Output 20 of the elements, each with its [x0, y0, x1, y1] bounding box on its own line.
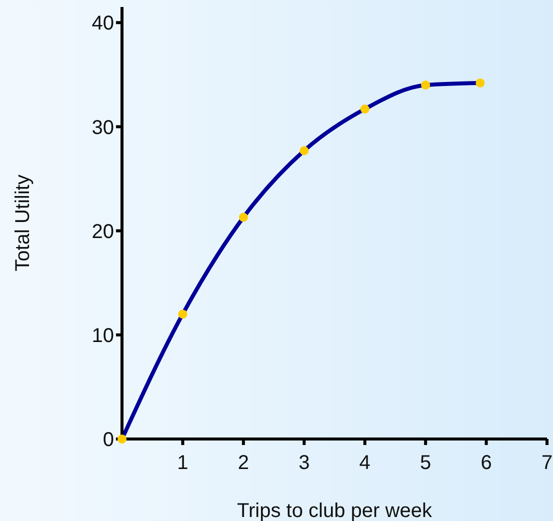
- x-tick-label: 1: [177, 452, 188, 474]
- x-tick-label: 5: [420, 452, 432, 474]
- point: [476, 78, 485, 88]
- x-tick-label: 7: [541, 452, 553, 474]
- x-tick-label: 3: [298, 452, 310, 474]
- x-tick-label: 2: [238, 452, 249, 474]
- point: [238, 212, 248, 222]
- y-tick-label: 40: [92, 12, 114, 35]
- x-axis-title: Trips to club per week: [237, 500, 433, 521]
- y-axis-title: Total Utility: [12, 174, 34, 272]
- y-tick-label: 20: [92, 220, 114, 243]
- point: [421, 80, 430, 90]
- y-tick-label: 0: [102, 429, 114, 452]
- point: [360, 104, 370, 114]
- y-tick-label: 30: [92, 116, 114, 139]
- y-tick-label: 10: [92, 325, 114, 348]
- point: [178, 310, 188, 319]
- x-tick-label: 4: [359, 452, 370, 474]
- x-tick-label: 6: [480, 452, 492, 474]
- point: [300, 146, 309, 156]
